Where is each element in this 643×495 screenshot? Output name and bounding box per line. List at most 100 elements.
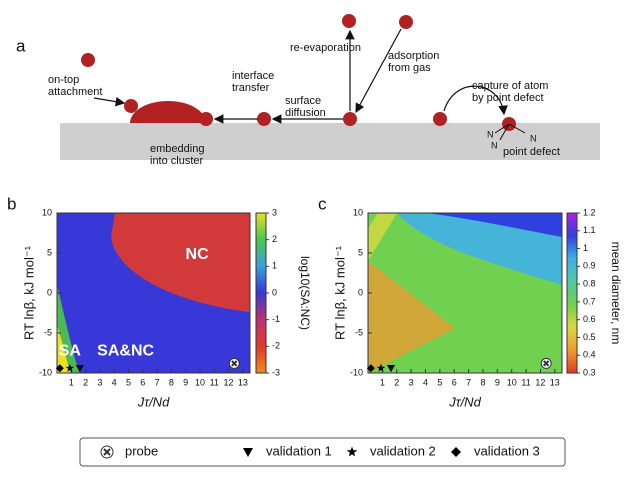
x-tick-label: 6 [140,377,145,387]
x-tick-label: 11 [521,377,530,387]
legend-box [79,437,566,467]
colorbar-tick-label: 0.8 [583,278,596,288]
label: adsorption [388,50,439,62]
label: by point defect [472,92,544,104]
y-tick-label: -5 [355,327,363,337]
colorbar [566,212,578,374]
colorbar-tick-label: -2 [272,341,280,351]
x-tick-label: 10 [507,377,517,387]
defect-bonds [494,123,526,141]
y-tick-label: -10 [39,367,52,377]
colorbar-tick-label: 0.5 [583,332,596,342]
colorbar-tick-label: 0.6 [583,314,596,324]
panel-label: c [318,194,327,213]
colorbar-tick-label: 1.1 [583,225,596,235]
probe-marker [103,448,111,456]
field [111,213,250,313]
triangle-marker [243,448,253,457]
colorbar-tick-label: 0.9 [583,261,596,271]
x-tick-label: 11 [210,377,219,387]
x-tick-label: 8 [169,377,174,387]
cluster [130,101,206,123]
x-tick-label: 4 [423,377,428,387]
colorbar-title: mean diameter, nm [609,242,623,345]
label: interface [232,70,274,82]
colorbar-tick-label: 1 [272,261,277,271]
region-label: SA&NC [97,343,154,360]
field [397,213,562,285]
colorbar-tick-label: 1.2 [583,207,596,217]
x-tick-label: 2 [394,377,399,387]
triangle-marker [75,365,84,373]
defect-atom: N [487,129,494,139]
star-marker [346,446,358,457]
panel-label: b [7,194,16,213]
diamond-marker [55,364,64,373]
label: transfer [232,82,270,94]
defect-atom: N [530,133,537,143]
legend: probe validation 1 validation 2 validation … [79,437,566,467]
x-tick-label: 1 [69,377,74,387]
colorbar-title: log10(SA:NC) [298,256,312,330]
label: re-evaporation [290,42,361,54]
panel-label: a [16,36,26,55]
colorbar-tick-label: -1 [272,314,280,324]
triangle-marker [386,365,395,373]
region-label: SA [59,343,82,360]
probe-marker [543,360,550,367]
x-tick-label: 12 [535,377,545,387]
colorbar-tick-label: 3 [272,207,277,217]
x-axis-title: Jτ/Nd [448,394,481,409]
legend-label: probe [125,443,158,458]
field [368,213,398,261]
label: embedding [150,143,204,155]
y-tick-label: 0 [47,287,52,297]
y-tick-label: 5 [47,247,52,257]
field [426,213,562,237]
x-tick-label: 7 [466,377,471,387]
y-axis-title: RT lnβ, kJ mol⁻¹ [332,245,347,340]
x-tick-label: 2 [83,377,88,387]
y-tick-label: -10 [350,367,363,377]
y-tick-label: -5 [44,327,52,337]
x-tick-label: 8 [480,377,485,387]
label: capture of atom [472,80,548,92]
diamond-marker [451,447,461,457]
colorbar-tick-label: 1 [583,243,588,253]
region-label: NC [186,246,210,263]
x-tick-label: 9 [495,377,500,387]
colorbar-tick-label: 0.3 [583,367,596,377]
x-tick-label: 13 [550,377,560,387]
colorbar-tick-label: 2 [272,234,277,244]
x-tick-label: 7 [155,377,160,387]
star-marker [65,363,75,372]
y-axis-title: RT lnβ, kJ mol⁻¹ [21,245,36,340]
x-tick-label: 9 [183,377,188,387]
label: from gas [388,62,431,74]
defect-atom: N [491,140,498,150]
legend-label: validation 3 [474,443,540,458]
field [57,325,71,373]
x-tick-label: 10 [195,377,205,387]
x-tick-label: 3 [409,377,414,387]
x-tick-label: 1 [380,377,385,387]
label: diffusion [285,107,326,119]
colorbar [255,212,267,374]
y-tick-label: 10 [42,207,52,217]
x-tick-label: 6 [452,377,457,387]
y-tick-label: 5 [358,247,363,257]
colorbar-tick-label: 0.4 [583,350,596,360]
star-marker [376,363,386,372]
colorbar-tick-label: 0.7 [583,296,596,306]
diamond-marker [366,364,375,373]
field [368,261,456,373]
y-tick-label: 10 [353,207,363,217]
colorbar-tick-label: -3 [272,367,280,377]
x-tick-label: 5 [126,377,131,387]
x-tick-label: 4 [112,377,117,387]
legend-label: validation 2 [370,443,436,458]
